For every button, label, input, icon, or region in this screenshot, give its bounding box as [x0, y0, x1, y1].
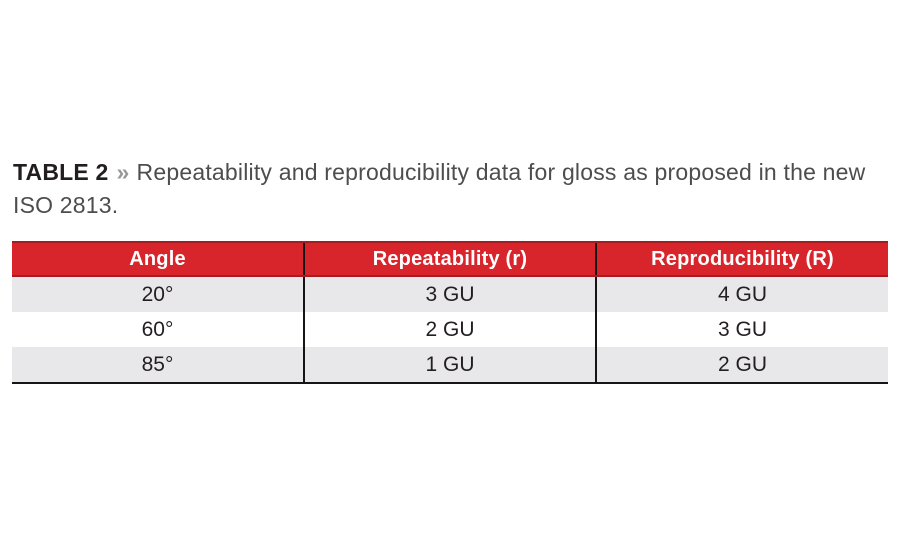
table-header: Angle Repeatability (r) Reproducibility … — [12, 241, 888, 277]
table-row-20-degrees: 20° 3 GU 4 GU — [12, 276, 888, 312]
gloss-repeatability-table: Angle Repeatability (r) Reproducibility … — [12, 241, 888, 384]
header-cell-reproducibility: Reproducibility (R) — [595, 241, 888, 277]
cell-reproducibility: 4 GU — [595, 276, 888, 312]
table-body: 20° 3 GU 4 GU 60° 2 GU 3 GU 85° 1 GU 2 G… — [12, 276, 888, 384]
cell-angle: 85° — [12, 347, 304, 384]
header-row: Angle Repeatability (r) Reproducibility … — [12, 241, 888, 277]
table-number-label: TABLE 2 — [13, 159, 109, 185]
cell-repeatability: 1 GU — [303, 347, 596, 384]
cell-repeatability: 3 GU — [303, 276, 596, 312]
table-row-60-degrees: 60° 2 GU 3 GU — [12, 312, 888, 347]
cell-angle: 20° — [141, 282, 174, 306]
cell-repeatability: 2 GU — [303, 312, 596, 347]
table-row-85-degrees: 85° 1 GU 2 GU — [12, 347, 888, 384]
cell-reproducibility: 2 GU — [595, 347, 888, 384]
header-cell-angle: Angle — [12, 241, 304, 277]
header-cell-repeatability: Repeatability (r) — [303, 241, 596, 277]
cell-angle: 60° — [141, 317, 174, 341]
table-caption: TABLE 2 » Repeatability and reproducibilit… — [13, 156, 875, 221]
double-chevron-icon: » — [116, 159, 130, 185]
cell-reproducibility: 3 GU — [595, 312, 888, 347]
caption-text: Repeatability and reproducibility data f… — [13, 159, 866, 218]
